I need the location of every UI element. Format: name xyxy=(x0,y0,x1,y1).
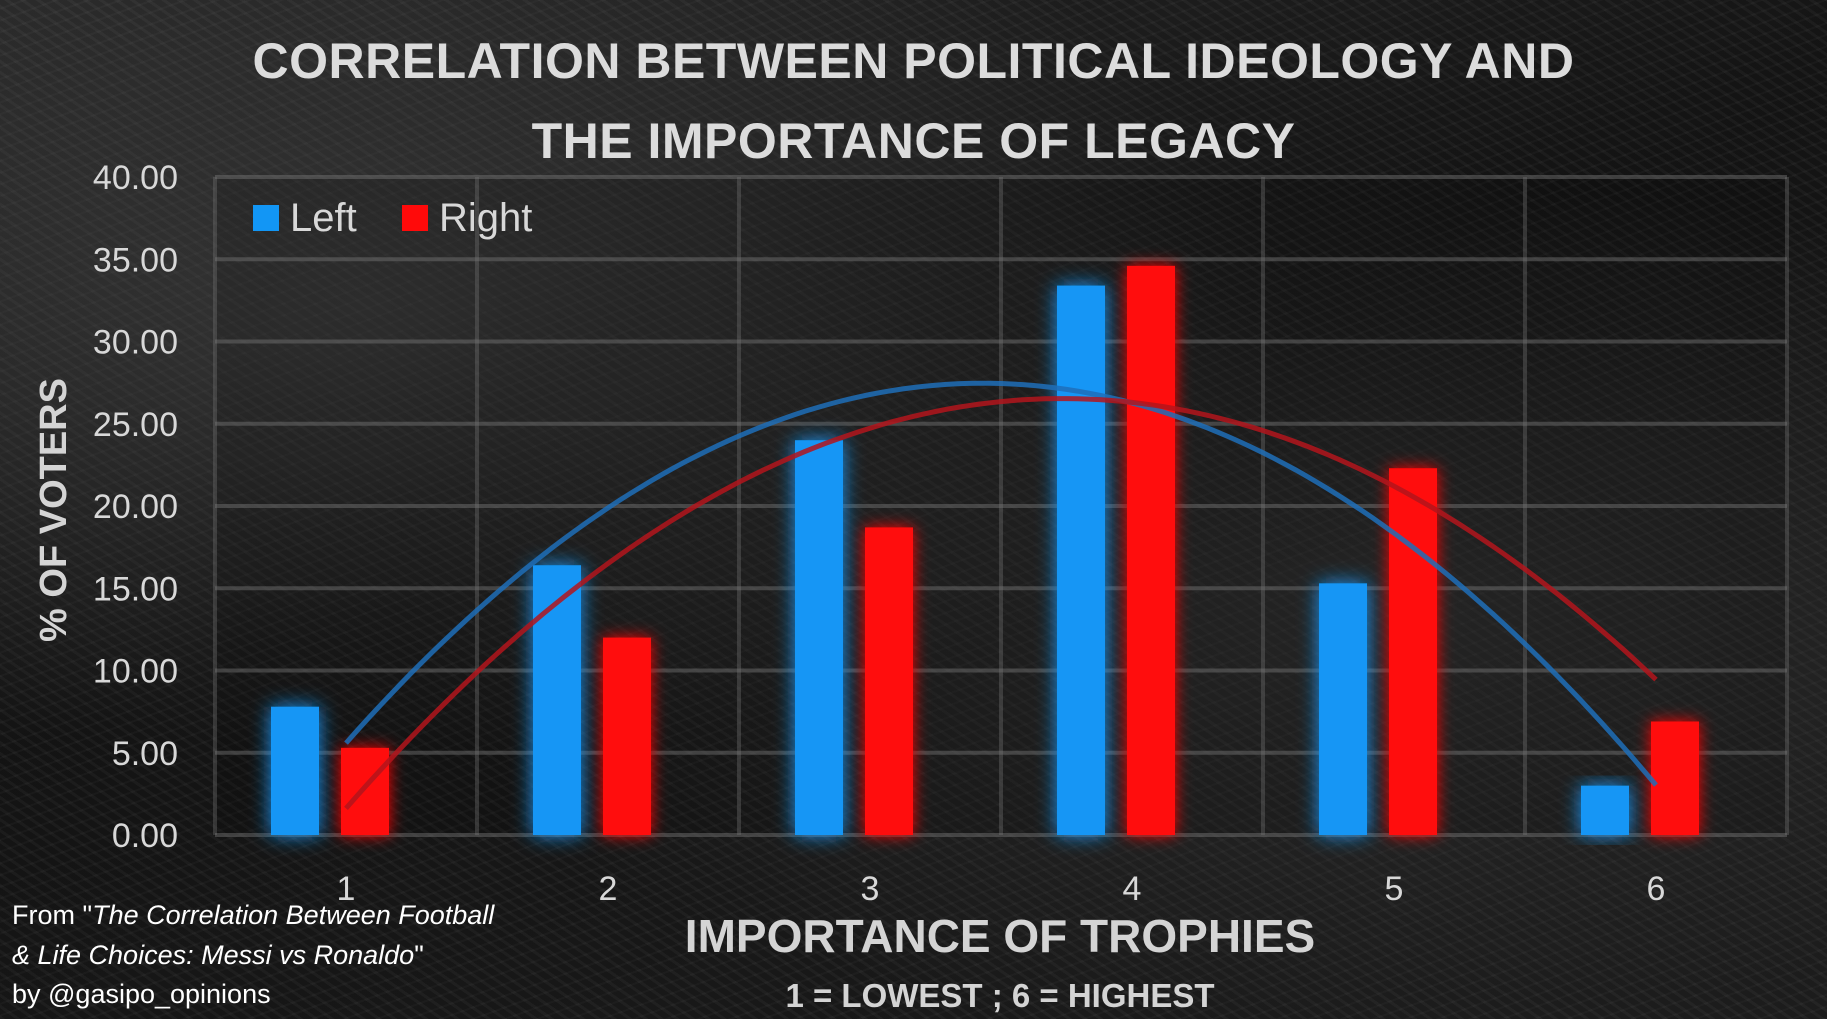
credit-source-title-1: The Correlation Between Football xyxy=(92,900,495,930)
y-tick-label: 40.00 xyxy=(93,159,178,197)
x-tick-label: 2 xyxy=(599,870,618,908)
y-tick-label: 5.00 xyxy=(112,735,178,773)
x-tick-label: 3 xyxy=(861,870,880,908)
credit-prefix: From " xyxy=(12,900,93,930)
bar-left xyxy=(533,565,581,835)
source-credit: From "The Correlation Between Football xyxy=(12,895,494,935)
chart-title-line-2: THE IMPORTANCE OF LEGACY xyxy=(531,113,1296,169)
x-tick-label: 5 xyxy=(1385,870,1404,908)
y-tick-label: 35.00 xyxy=(93,241,178,279)
bar-left xyxy=(795,440,843,835)
chart-title-line-1: CORRELATION BETWEEN POLITICAL IDEOLOGY A… xyxy=(252,33,1575,89)
y-tick-label: 10.00 xyxy=(93,653,178,691)
credit-byline: by @gasipo_opinions xyxy=(12,979,271,1009)
legend-label-right: Right xyxy=(439,196,532,240)
bar-right xyxy=(865,527,913,835)
bar-right xyxy=(1651,721,1699,835)
legend-swatch-right xyxy=(402,205,428,231)
legend-swatch-left xyxy=(253,205,279,231)
x-tick-label: 4 xyxy=(1123,870,1142,908)
y-axis-label: % OF VOTERS xyxy=(33,378,75,642)
bar-left xyxy=(1057,285,1105,835)
bar-right xyxy=(1127,265,1175,836)
source-credit-line-2: & Life Choices: Messi vs Ronaldo" xyxy=(12,935,424,975)
bar-left xyxy=(1581,785,1629,835)
y-tick-label: 15.00 xyxy=(93,570,178,608)
x-axis-label: IMPORTANCE OF TROPHIES xyxy=(685,910,1315,962)
bar-right xyxy=(341,747,389,835)
y-tick-label: 25.00 xyxy=(93,406,178,444)
credit-suffix: " xyxy=(414,940,424,970)
credit-source-title-2: & Life Choices: Messi vs Ronaldo xyxy=(12,940,415,970)
x-tick-label: 6 xyxy=(1647,870,1666,908)
plot-background xyxy=(215,177,1787,835)
bar-right xyxy=(1389,468,1437,835)
trendline-left xyxy=(344,380,1658,787)
trendline-right xyxy=(344,396,1658,811)
bar-left xyxy=(271,706,319,835)
x-axis-sublabel: 1 = LOWEST ; 6 = HIGHEST xyxy=(785,977,1214,1014)
y-tick-label: 30.00 xyxy=(93,324,178,362)
y-tick-label: 20.00 xyxy=(93,488,178,526)
x-tick-label: 1 xyxy=(337,870,356,908)
bar-right xyxy=(603,637,651,835)
y-tick-label: 0.00 xyxy=(112,817,178,855)
bar-left xyxy=(1319,583,1367,835)
legend-label-left: Left xyxy=(290,196,357,240)
